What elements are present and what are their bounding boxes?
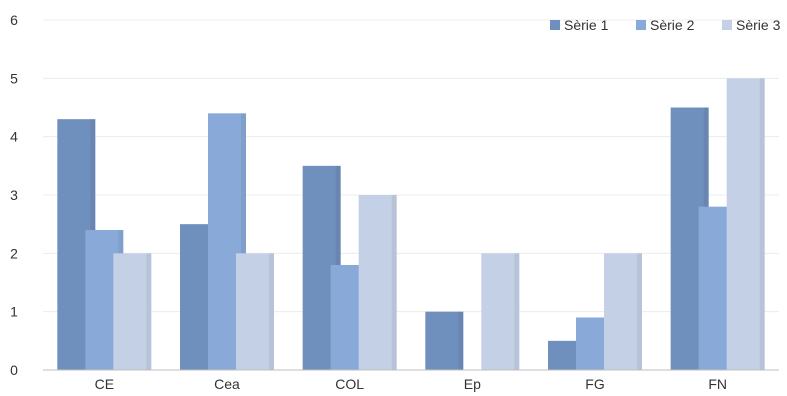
legend-swatch-serie-2 — [636, 20, 646, 30]
y-tick-label: 0 — [10, 362, 18, 378]
gridlines — [43, 19, 779, 371]
bar-shade — [514, 253, 520, 370]
x-tick-label: FN — [708, 376, 727, 392]
x-tick-label: FG — [585, 376, 604, 392]
legend: Sèrie 1 Sèrie 2 Sèrie 3 — [550, 17, 781, 33]
x-tick-label: Cea — [214, 376, 240, 392]
bar-ep-serie-1 — [425, 311, 464, 370]
bar-shade — [241, 113, 246, 370]
bar-fn-serie-3 — [726, 78, 765, 370]
bar-cea-serie-3 — [236, 253, 274, 370]
bar-shade — [637, 253, 642, 370]
y-tick-label: 5 — [10, 70, 18, 86]
y-tick-label: 1 — [10, 304, 18, 320]
bar-ep-serie-3 — [481, 253, 520, 370]
bar-shade — [146, 253, 152, 370]
x-tick-label: COL — [335, 376, 364, 392]
bar-shade — [759, 78, 765, 370]
legend-swatch-serie-1 — [550, 20, 560, 30]
legend-label-serie-2: Sèrie 2 — [650, 17, 695, 33]
bar-shade — [391, 195, 397, 370]
y-tick-label: 2 — [10, 245, 18, 261]
legend-label-serie-3: Sèrie 3 — [736, 17, 781, 33]
bar-ce-serie-3 — [113, 253, 152, 370]
legend-label-serie-1: Sèrie 1 — [564, 17, 609, 33]
bar-col-serie-3 — [358, 195, 397, 370]
x-axis: CE Cea COL Ep FG FN — [95, 376, 727, 392]
x-tick-label: CE — [95, 376, 114, 392]
legend-swatch-serie-3 — [722, 20, 732, 30]
y-tick-label: 6 — [10, 12, 18, 28]
y-tick-label: 3 — [10, 187, 18, 203]
bars — [57, 78, 765, 371]
y-tick-label: 4 — [10, 129, 18, 145]
bar-shade — [269, 253, 274, 370]
bar-fg-serie-3 — [604, 253, 642, 370]
x-tick-label: Ep — [464, 376, 481, 392]
bar-shade — [458, 311, 464, 370]
y-axis: 0 1 2 3 4 5 6 — [10, 12, 18, 378]
